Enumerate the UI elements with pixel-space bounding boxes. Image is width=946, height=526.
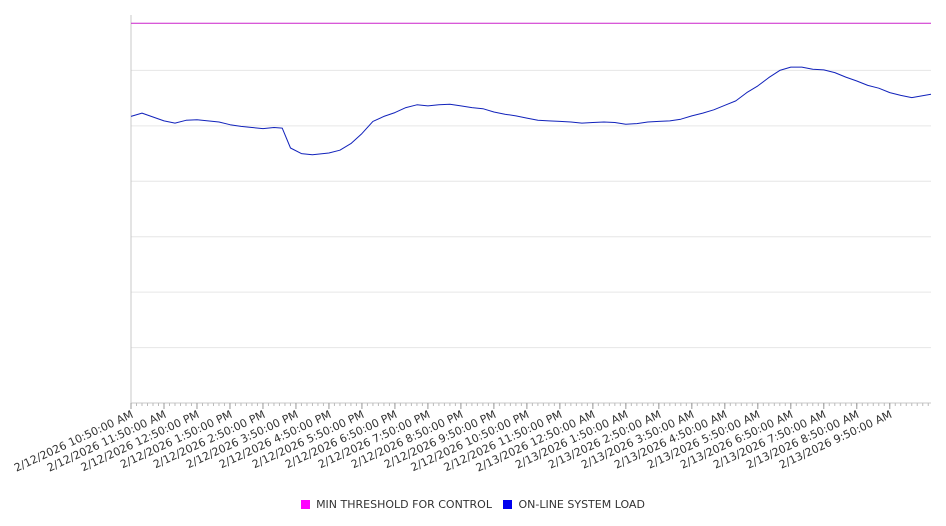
series-lines [130,22,932,156]
grid-lines [131,69,931,349]
x-axis-ticks: 2/12/2026 10:50:00 AM2/12/2026 11:50:00 … [12,403,894,475]
legend-swatch-min-threshold [301,500,311,509]
legend-label-min-threshold: MIN THRESHOLD FOR CONTROL [316,498,492,511]
legend-label-online-system-load: ON-LINE SYSTEM LOAD [518,498,645,511]
legend-swatch-online-system-load [503,500,513,509]
series-line-on-line-system-load [130,66,932,156]
legend: MIN THRESHOLD FOR CONTROL ON-LINE SYSTEM… [0,498,946,512]
legend-item-min-threshold[interactable]: MIN THRESHOLD FOR CONTROL [301,498,492,511]
axes [130,15,931,406]
legend-item-online-system-load[interactable]: ON-LINE SYSTEM LOAD [503,498,645,511]
